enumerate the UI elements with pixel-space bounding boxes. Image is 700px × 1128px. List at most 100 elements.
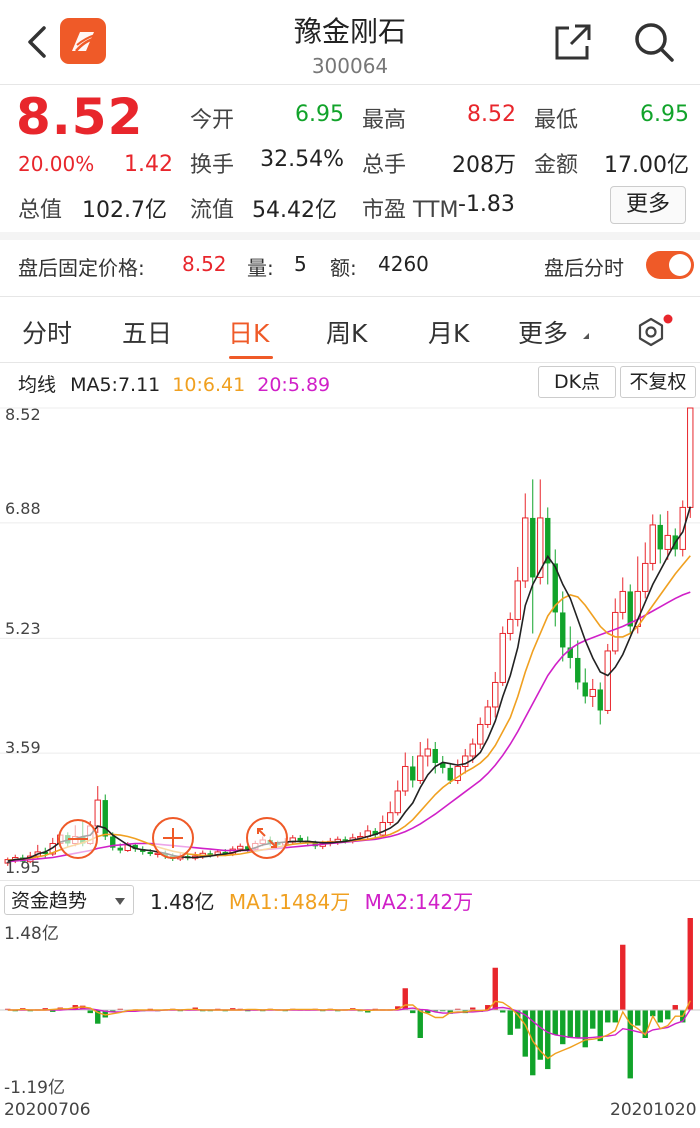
price-tick-2: 6.88 [5,499,41,518]
low-value: 6.95 [640,102,689,127]
candlestick-chart[interactable] [0,398,700,878]
indicator-divider [0,880,700,881]
candle-body [664,534,671,550]
more-button[interactable]: 更多 [610,186,686,224]
flow-bar [5,1008,11,1011]
flow-bar [432,1010,438,1012]
float-cap-label: 流值 [190,198,235,223]
tab-daily-k[interactable]: 日K [228,319,270,348]
flow-bar [395,1006,401,1011]
price-tick-min: 1.95 [5,858,41,877]
zoom-in-icon[interactable] [150,815,196,861]
candle-body [552,563,558,613]
flow-bar [620,944,626,1011]
flow-bar [50,1010,56,1012]
flow-bar [425,1010,431,1014]
candle-body [575,657,581,683]
change-amount: 1.42 [124,152,173,177]
flow-bar [642,1010,648,1038]
after-hours-toggle[interactable] [646,251,694,279]
open-label: 今开 [190,108,235,133]
flow-bar [545,1010,551,1070]
ma5-line [7,506,692,862]
candle-body [567,647,573,658]
start-date: 20200706 [4,1100,91,1120]
end-date: 20201020 [610,1100,697,1120]
flow-bar [42,1008,48,1011]
tab-five-day[interactable]: 五日 [122,319,173,348]
flow-bar [440,1010,446,1012]
flow-bar [687,918,693,1011]
candle-body [582,682,588,697]
settings-gear-icon[interactable] [634,313,674,349]
flow-bar [492,967,498,1011]
candle-body [432,748,438,763]
flow-bar [612,1010,618,1023]
tab-weekly-k[interactable]: 周K [326,319,368,348]
candle-body [387,812,394,823]
tab-more[interactable]: 更多 [518,319,569,348]
after-hours-label: 盘后固定价格: [18,256,145,280]
candle-body [447,767,453,781]
candle-body [679,506,686,550]
flow-bar [110,1010,116,1012]
header-divider [0,84,700,85]
flow-bar [657,1010,663,1023]
turnover-label: 换手 [190,153,235,178]
candle-body [657,524,663,550]
high-label: 最高 [362,108,407,133]
price-tick-max: 8.52 [5,405,41,424]
flow-bar [627,1010,633,1079]
after-hours-amount-label: 额: [330,256,357,280]
current-price: 8.52 [16,88,144,146]
flow-bar [95,1010,101,1024]
market-cap-label: 总值 [18,198,63,223]
tab-monthly-k[interactable]: 月K [428,319,470,348]
candle-body [297,837,303,841]
dk-point-button[interactable]: DK点 [538,366,616,398]
candle-body [469,743,476,757]
indicator-select[interactable]: 资金趋势 [4,885,134,915]
volume-value: 208万 [452,153,516,178]
flow-bar [672,1005,678,1011]
price-adjust-button[interactable]: 不复权 [620,366,696,398]
pe-ttm-label: 市盈 TTM [362,198,459,223]
flow-bar [575,1010,581,1038]
candle-body [604,650,611,711]
fund-flow-chart[interactable] [0,918,700,1096]
search-icon[interactable] [632,20,676,64]
ma-legend-prefix: 均线 [18,374,57,396]
flow-bar [530,1010,536,1076]
candle-body [492,681,499,708]
flow-bar [402,988,408,1011]
candle-body [402,765,409,792]
candle-body [484,706,491,725]
flow-ma2: MA2:142万 [364,890,474,914]
flow-legend: 1.48亿 MA1:1484万 MA2:142万 [150,886,473,915]
fullscreen-icon[interactable] [244,815,290,861]
ma10-line [7,555,691,862]
share-icon[interactable] [553,22,593,62]
candle-body [560,612,566,648]
price-tick-4: 3.59 [5,738,41,757]
candle-body [237,845,244,850]
dropdown-arrow-icon [115,898,125,905]
minus-marker-icon[interactable] [56,817,100,861]
candle-body [687,407,694,508]
header: 豫金刚石 300064 [0,0,700,84]
candle-body [537,517,544,578]
after-hours-price: 8.52 [182,252,227,276]
ma20-value: 20:5.89 [257,374,331,396]
after-hours-amount: 4260 [378,252,429,276]
candle-body [147,851,153,854]
back-arrow-icon[interactable] [24,22,54,62]
flow-bar [87,1010,93,1014]
ma20-line [7,591,691,863]
candle-body [627,591,633,627]
flow-bar [635,1010,641,1026]
market-cap-value: 102.7亿 [82,198,167,223]
candle-body [514,580,521,620]
tab-timeshare[interactable]: 分时 [22,319,73,348]
flow-bar [522,1010,528,1057]
tabs-bottom-divider [0,362,700,363]
